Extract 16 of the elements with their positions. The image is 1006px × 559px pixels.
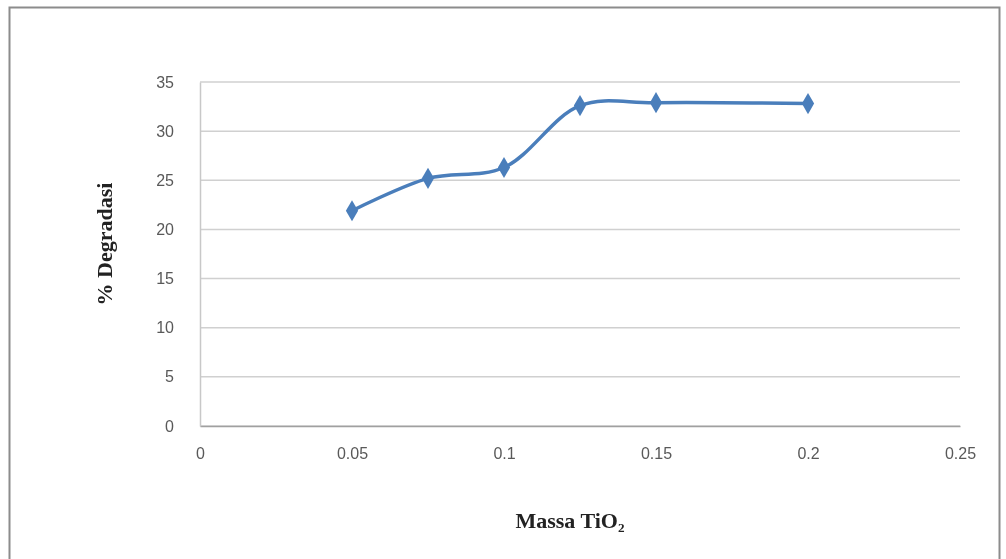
x-tick-label: 0.1 bbox=[493, 445, 516, 463]
y-tick-label: 15 bbox=[156, 270, 175, 288]
x-tick-label: 0.2 bbox=[797, 445, 820, 463]
y-tick-label: 25 bbox=[156, 171, 175, 189]
y-tick-label: 0 bbox=[165, 417, 175, 435]
y-tick-label: 35 bbox=[156, 73, 175, 91]
x-tick-label: 0 bbox=[196, 445, 206, 463]
x-tick-label: 0.25 bbox=[944, 445, 977, 463]
y-tick-label: 5 bbox=[165, 368, 175, 386]
y-tick-label: 30 bbox=[156, 122, 175, 140]
y-tick-label: 20 bbox=[156, 221, 175, 239]
y-tick-label: 10 bbox=[156, 319, 175, 337]
x-tick-label: 0.15 bbox=[640, 445, 673, 463]
y-axis-title: % Degradasi bbox=[92, 182, 117, 306]
x-axis-title: Massa TiO₂ bbox=[515, 508, 625, 533]
x-tick-label: 0.05 bbox=[336, 445, 369, 463]
